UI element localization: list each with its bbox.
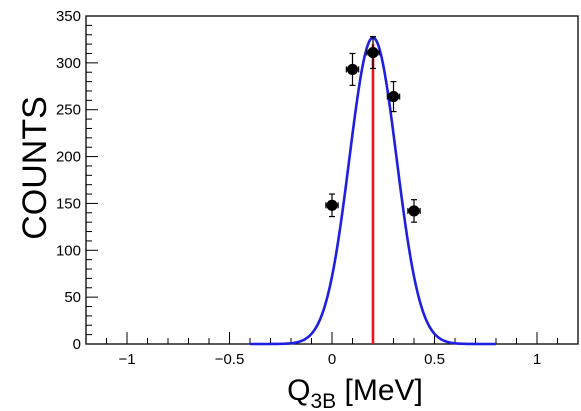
x-tick-label: 0 [328,351,336,368]
x-tick-label: 1 [533,351,541,368]
y-tick-label: 50 [64,289,81,306]
y-tick-label: 200 [56,149,81,166]
data-point-marker [387,90,400,103]
plot-frame [85,15,579,345]
y-axis-title: COUNTS [16,96,54,240]
y-axis: 0 50 100 150 200 250 300 350 [56,8,98,353]
y-tick-label: 300 [56,55,81,72]
points-layer [325,36,421,223]
x-tick-label: −0.5 [215,351,245,368]
data-point-marker [326,199,338,211]
x-axis: −1 −0.5 0 0.5 1 [106,332,579,368]
data-point-marker [408,205,420,217]
data-point [386,80,401,113]
plot-border [85,15,579,345]
data-point-marker [367,46,379,59]
x-tick-label: −1 [118,351,135,368]
x-axis-title-unit: [MeV] [336,374,423,407]
y-tick-label: 100 [56,242,81,259]
data-point [366,36,380,70]
data-point [407,199,421,223]
y-tick-label: 0 [73,336,81,353]
x-axis-title-subscript: 3B [310,390,336,411]
data-point [325,193,339,218]
x-axis-title-main: Q [287,374,310,407]
y-tick-label: 150 [56,195,81,212]
x-axis-title: Q3B [MeV] [287,374,423,411]
data-point-marker [346,63,359,76]
y-tick-label: 350 [56,8,81,25]
data-point [345,52,360,86]
y-tick-label: 250 [56,102,81,119]
x-tick-label: 0.5 [424,351,445,368]
